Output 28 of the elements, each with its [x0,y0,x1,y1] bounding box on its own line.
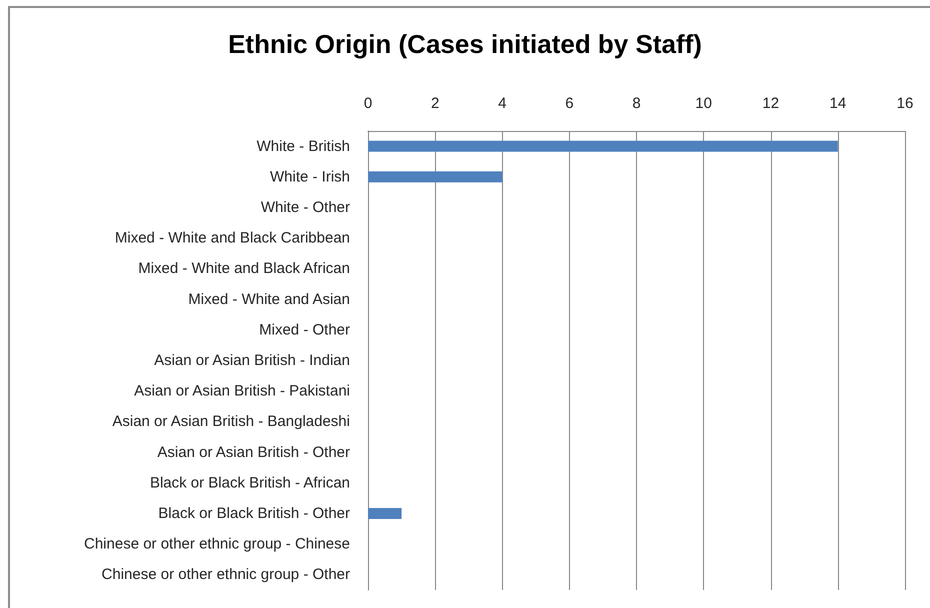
x-tick-label: 12 [762,95,780,112]
x-tick-label: 2 [430,95,440,112]
y-tick-label: White - British [256,138,350,155]
bar [368,508,402,520]
y-tick-label: Black or Black British - Other [158,505,350,522]
y-tick-label: Mixed - White and Black Caribbean [114,230,350,247]
y-tick-label: Asian or Asian British - Bangladeshi [112,413,350,430]
y-tick-label: Chinese or other ethnic group - Other [102,566,350,584]
x-tick-label: 4 [498,95,506,112]
bar [368,140,838,152]
bar [368,171,502,182]
y-tick-label: Black or Black British - African [150,474,350,492]
y-tick-label: Chinese or other ethnic group - Chinese [84,536,350,553]
x-tick-label: 14 [830,95,846,112]
y-tick-label: White - Irish [270,168,350,186]
x-tick-label: 8 [632,95,641,112]
y-tick-label: Asian or Asian British - Pakistani [134,382,350,400]
x-tick-label: 10 [695,95,712,112]
y-tick-label: Mixed - White and Asian [188,290,350,308]
chart-title: Ethnic Origin (Cases initiated by Staff) [228,29,702,59]
x-tick-label: 6 [565,95,574,112]
y-tick-label: Mixed - White and Black African [138,260,350,278]
y-tick-label: Asian or Asian British - Other [157,444,350,461]
y-tick-label: Mixed - Other [259,321,350,338]
x-tick-label: 0 [364,95,372,112]
y-tick-label: White - Other [260,199,350,216]
y-tick-label: Asian or Asian British - Indian [154,352,350,369]
x-tick-label: 16 [896,95,914,112]
